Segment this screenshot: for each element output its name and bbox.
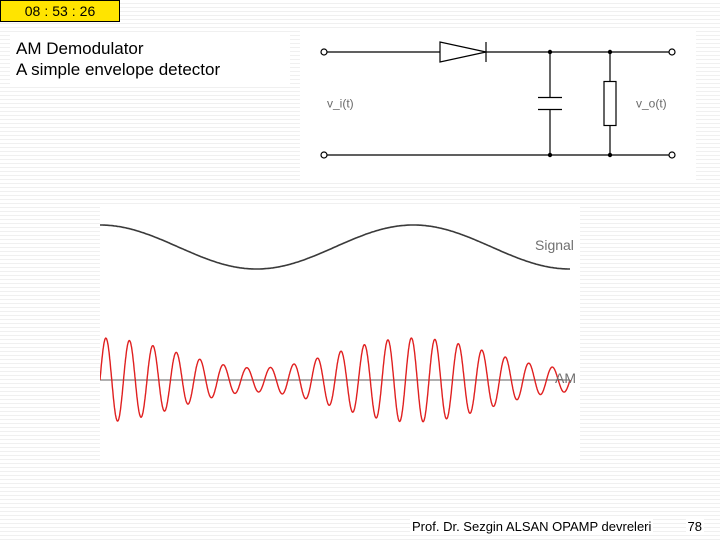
circuit-diagram: v_i(t) v_o(t) (300, 30, 696, 180)
svg-text:v_i(t): v_i(t) (327, 97, 354, 111)
timer-mm: 53 (52, 3, 68, 19)
svg-text:v_o(t): v_o(t) (636, 97, 667, 111)
timer-sep: : (72, 3, 76, 19)
timer-box: 08 : 53 : 26 (0, 0, 120, 22)
timer-hh: 08 (25, 3, 41, 19)
timer-ss: 26 (80, 3, 96, 19)
footer-author: Prof. Dr. Sezgin ALSAN OPAMP devreleri (410, 519, 653, 534)
timer-sep: : (44, 3, 48, 19)
am-label: AM (555, 370, 576, 386)
waveforms: Signal AM (100, 205, 580, 463)
signal-label: Signal (535, 237, 574, 253)
footer-page: 78 (686, 519, 704, 534)
title-line1: AM Demodulator (16, 38, 284, 59)
title-box: AM Demodulator A simple envelope detecto… (10, 34, 290, 85)
title-line2: A simple envelope detector (16, 59, 284, 80)
